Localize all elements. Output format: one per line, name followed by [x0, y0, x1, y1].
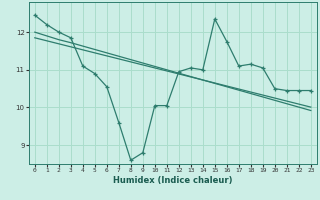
X-axis label: Humidex (Indice chaleur): Humidex (Indice chaleur) [113, 176, 233, 185]
